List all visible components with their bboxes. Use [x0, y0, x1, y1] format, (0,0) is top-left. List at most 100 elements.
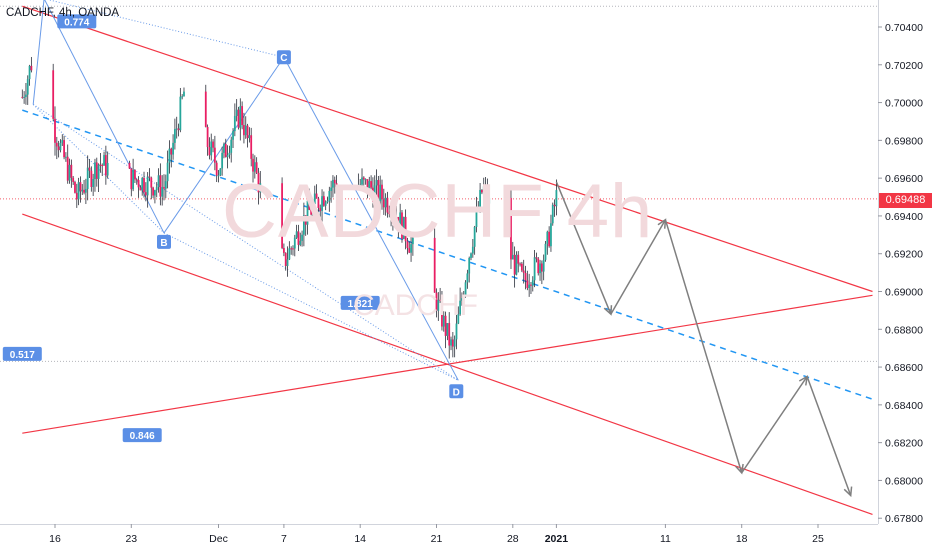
candle-body — [519, 263, 521, 265]
candle-body — [302, 215, 305, 235]
candle-body — [212, 141, 214, 148]
candle-body — [243, 125, 245, 136]
candle-body — [54, 118, 56, 143]
candle-body — [141, 178, 144, 191]
candle-body — [392, 213, 394, 219]
candle-body — [81, 189, 84, 192]
candle-body — [517, 254, 520, 264]
candle-body — [132, 169, 135, 190]
candle-body — [23, 96, 26, 98]
candle-body — [134, 169, 136, 180]
candle-body — [257, 172, 260, 193]
candle-body — [215, 162, 218, 176]
candle-body — [315, 193, 318, 199]
candle-body — [531, 280, 534, 286]
candle-body — [166, 162, 169, 182]
projection-segment — [741, 376, 808, 474]
candle-body — [213, 147, 216, 163]
candle-body — [94, 162, 96, 180]
candle-body — [97, 164, 100, 179]
candle-body — [437, 299, 440, 311]
candle-body — [464, 282, 467, 296]
candle-body — [384, 197, 387, 208]
candle-body — [175, 128, 178, 130]
candle-body — [402, 216, 405, 239]
candle-body — [362, 177, 365, 180]
ratio-label-bg — [57, 14, 97, 29]
pattern-point-label-bg — [449, 384, 464, 399]
candle-body — [297, 231, 300, 245]
candle-body — [322, 196, 325, 206]
candle-body — [139, 187, 142, 191]
pattern-point-label: D — [453, 387, 460, 398]
candle-body — [481, 189, 483, 193]
candle-body — [335, 183, 338, 187]
candle-body — [174, 129, 176, 143]
chart-title: CADCHF, 4h, OANDA — [6, 7, 120, 19]
candle-body — [535, 257, 538, 259]
candle-body — [283, 248, 285, 253]
ratio-label-bg — [122, 428, 162, 443]
candle-body — [250, 135, 253, 159]
candle-body — [368, 181, 371, 193]
candle-body — [72, 177, 75, 182]
candle-body — [377, 179, 380, 202]
x-tick-label: 14 — [354, 533, 366, 545]
projection-segment — [555, 181, 612, 315]
pattern-ratio-line-AC — [47, 0, 285, 58]
candle-body — [401, 212, 403, 239]
candle-body — [228, 152, 231, 155]
candle-body — [319, 207, 322, 211]
candle-body — [101, 165, 104, 167]
candle-body — [382, 199, 385, 208]
projection-segment — [610, 219, 667, 315]
y-tick-label: 0.68800 — [885, 324, 923, 336]
candle-body — [152, 187, 154, 196]
candle-body — [221, 152, 224, 169]
y-tick-label: 0.69600 — [885, 173, 923, 185]
candle-body — [470, 253, 472, 258]
candle-body — [295, 231, 298, 238]
candle-body — [526, 280, 529, 289]
candle-body — [55, 142, 58, 147]
pattern-leg-CD — [283, 56, 459, 381]
candle-body — [457, 314, 460, 324]
projection-segment — [806, 376, 852, 496]
candle-body — [92, 179, 95, 187]
candle-body — [83, 189, 85, 193]
pattern-point-label: B — [160, 238, 167, 249]
candle-body — [390, 214, 392, 219]
candle-body — [370, 181, 372, 188]
candle-body — [540, 263, 543, 272]
x-tick-label: 7 — [281, 533, 287, 545]
candle-body — [333, 179, 336, 184]
pattern-ratio-line-BD — [163, 232, 459, 381]
candle-body — [172, 142, 174, 155]
candle-body — [528, 284, 531, 289]
candle-body — [99, 164, 102, 166]
candle-body — [206, 126, 209, 148]
candle-body — [128, 162, 131, 169]
candle-body — [468, 257, 471, 274]
candle-body — [317, 198, 320, 208]
candle-body — [332, 179, 334, 188]
candle-body — [26, 79, 29, 95]
candle-body — [544, 243, 547, 260]
candle-body — [148, 176, 151, 178]
candle-body — [550, 223, 552, 247]
candle-body — [411, 237, 414, 245]
x-tick-label: 2021 — [545, 533, 569, 545]
candle-body — [395, 217, 398, 219]
candle-body — [446, 323, 449, 336]
y-tick-label: 0.70400 — [885, 22, 923, 34]
candle-body — [442, 315, 445, 327]
candle-body — [555, 190, 558, 207]
last-price-badge: 0.69488 — [879, 193, 932, 208]
candle-body — [232, 131, 234, 140]
candle-body — [553, 204, 556, 207]
candle-body — [223, 143, 225, 153]
candle-body — [161, 187, 164, 197]
candle-body — [290, 248, 293, 250]
